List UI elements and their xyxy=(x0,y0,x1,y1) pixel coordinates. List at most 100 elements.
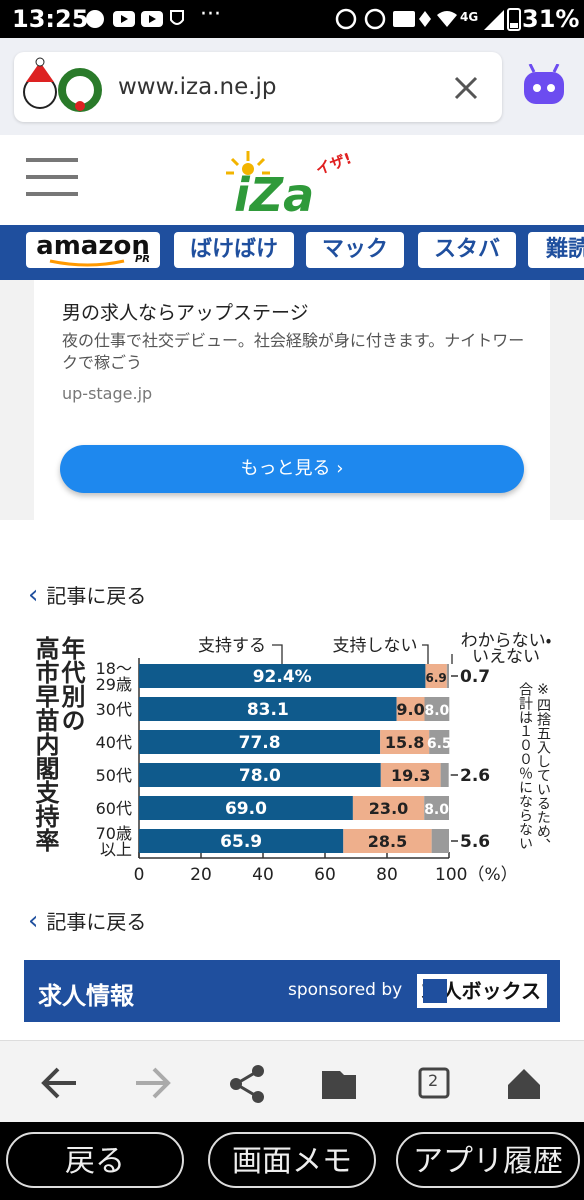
clear-button[interactable] xyxy=(454,76,478,100)
nav-tab[interactable]: マック xyxy=(306,232,404,268)
chart-note: ※四捨五入しているため、 合計は１００％にならない xyxy=(517,682,551,852)
url-text: www.iza.ne.jp xyxy=(118,74,277,100)
value-label: 6.5 xyxy=(427,736,452,752)
logo[interactable]: iZa イザ! xyxy=(226,143,356,219)
url-bar[interactable]: www.iza.ne.jp xyxy=(14,52,502,122)
tabs-icon[interactable] xyxy=(418,1067,450,1099)
logo-kana: イザ! xyxy=(313,149,354,179)
bar-segment xyxy=(440,763,449,787)
chart-title-2: 高市早苗内閣支持率 xyxy=(31,636,59,852)
value-label: 78.0 xyxy=(239,766,281,786)
x-tick-label: 100（%） xyxy=(435,865,518,885)
tab-count: 2 xyxy=(428,1071,439,1090)
value-label: 0.7 xyxy=(460,667,490,687)
bar-segment xyxy=(425,664,447,688)
toolbar-icons xyxy=(41,1065,540,1103)
logo-text: iZa xyxy=(234,168,314,219)
legend-label: 支持する xyxy=(198,636,266,656)
bar-segment xyxy=(424,697,450,721)
back-link[interactable]: 記事に戻る xyxy=(28,906,146,936)
system-nav: 戻る 画面メモ アプリ履歴 xyxy=(0,1122,584,1200)
value-label: 2.6 xyxy=(460,766,490,786)
bar-segment xyxy=(380,763,441,787)
nav-bar: amazon PR ばけばけ マック スタバ 難読 xyxy=(0,225,584,280)
chart-title-1: 年代別の xyxy=(57,636,85,732)
back-icon[interactable] xyxy=(41,1067,76,1099)
bar-segment xyxy=(396,697,425,721)
value-label: 92.4% xyxy=(253,667,312,687)
legend-leader xyxy=(422,644,429,664)
browser-bar: www.iza.ne.jp xyxy=(0,38,584,135)
bar-segment xyxy=(139,730,381,754)
bar-segment xyxy=(139,697,397,721)
nav-tab[interactable]: ばけばけ xyxy=(174,232,294,268)
value-label: 69.0 xyxy=(225,799,267,819)
bookmark-icon[interactable] xyxy=(322,1071,356,1099)
category-label: 30代 xyxy=(96,700,132,719)
ad-description: 夜の仕事で社交デビュー。社会経験が身に付きます。ナイトワークで稼ごう xyxy=(62,331,525,372)
system-recent[interactable]: アプリ履歴 xyxy=(396,1132,580,1188)
legend-leader xyxy=(272,644,283,664)
ad-area: 男の求人ならアップステージ 夜の仕事で社交デビュー。社会経験が身に付きます。ナイ… xyxy=(0,280,584,520)
system-memo[interactable]: 画面メモ xyxy=(208,1132,376,1188)
browser-toolbar: 2 xyxy=(0,1040,584,1123)
more-dots: ··· xyxy=(200,2,221,27)
status-icons xyxy=(86,10,184,28)
amazon-tab[interactable]: amazon PR xyxy=(26,231,160,268)
bar-segment xyxy=(424,796,449,820)
x-tick-label: 40 xyxy=(252,865,274,885)
jobs-title: 求人情報 xyxy=(38,982,134,1010)
nav-tab[interactable]: スタバ xyxy=(418,232,516,268)
signal-battery xyxy=(484,8,521,31)
value-label: 8.0 xyxy=(424,802,449,818)
jobs-bar: 求人情報 sponsored by 求人ボックス xyxy=(24,960,560,1022)
value-label: 9.0 xyxy=(396,700,424,719)
back-link[interactable]: 記事に戻る xyxy=(28,580,146,610)
category-label: 50代 xyxy=(96,766,132,785)
x-tick-label: 80 xyxy=(376,865,398,885)
bar-segment xyxy=(139,664,426,688)
holiday-icon xyxy=(23,57,102,112)
x-tick-label: 0 xyxy=(134,865,145,885)
menu-button[interactable] xyxy=(26,157,78,197)
bar-segment xyxy=(380,730,430,754)
time: 13:25 xyxy=(12,5,89,33)
battery: 31% xyxy=(522,5,580,33)
bar-segment xyxy=(139,763,381,787)
ad-domain: up-stage.jp xyxy=(62,384,153,403)
assistant-icon[interactable] xyxy=(520,64,568,108)
system-back[interactable]: 戻る xyxy=(6,1132,184,1188)
x-tick-label: 60 xyxy=(314,865,336,885)
category-label: 18〜 29歳 xyxy=(96,659,132,694)
share-icon[interactable] xyxy=(230,1065,264,1103)
value-label: 83.1 xyxy=(247,700,289,720)
chart: 0 20 40 60 80 100（%） 支持する 支持しない わからない・いえない 18〜 29歳… xyxy=(96,631,552,885)
bar-segment xyxy=(429,730,450,754)
value-label: 23.0 xyxy=(369,799,408,818)
value-label: 19.3 xyxy=(391,766,430,785)
legend-label: わからない・いえない xyxy=(461,631,552,667)
value-label: 65.9 xyxy=(220,832,262,852)
category-label: 60代 xyxy=(96,799,132,818)
status-icons-right xyxy=(335,8,457,30)
ad-button[interactable]: もっと見る › xyxy=(60,445,524,493)
value-label: 77.8 xyxy=(239,733,281,753)
value-label: 5.6 xyxy=(460,832,490,852)
bar-segment xyxy=(431,829,449,853)
home-icon[interactable] xyxy=(508,1069,540,1099)
status-bar: 13:25 ··· 4G 31% xyxy=(0,0,584,38)
value-label: 6.9 xyxy=(426,671,447,685)
amazon-logo: amazon xyxy=(36,231,150,261)
forward-icon[interactable] xyxy=(136,1067,171,1099)
sponsor-logo[interactable]: 求人ボックス xyxy=(417,974,547,1008)
site-header: iZa イザ! xyxy=(0,135,584,225)
category-label: 70歳以上 xyxy=(96,824,132,859)
network: 4G xyxy=(460,10,479,24)
amazon-smile xyxy=(49,259,125,267)
nav-tab[interactable]: 難読 xyxy=(528,232,584,268)
ad-card[interactable]: 男の求人ならアップステージ 夜の仕事で社交デビュー。社会経験が身に付きます。ナイ… xyxy=(34,280,550,520)
bar-segment xyxy=(446,664,449,688)
ad-button-label: もっと見る xyxy=(240,458,331,479)
bar-segment xyxy=(352,796,425,820)
